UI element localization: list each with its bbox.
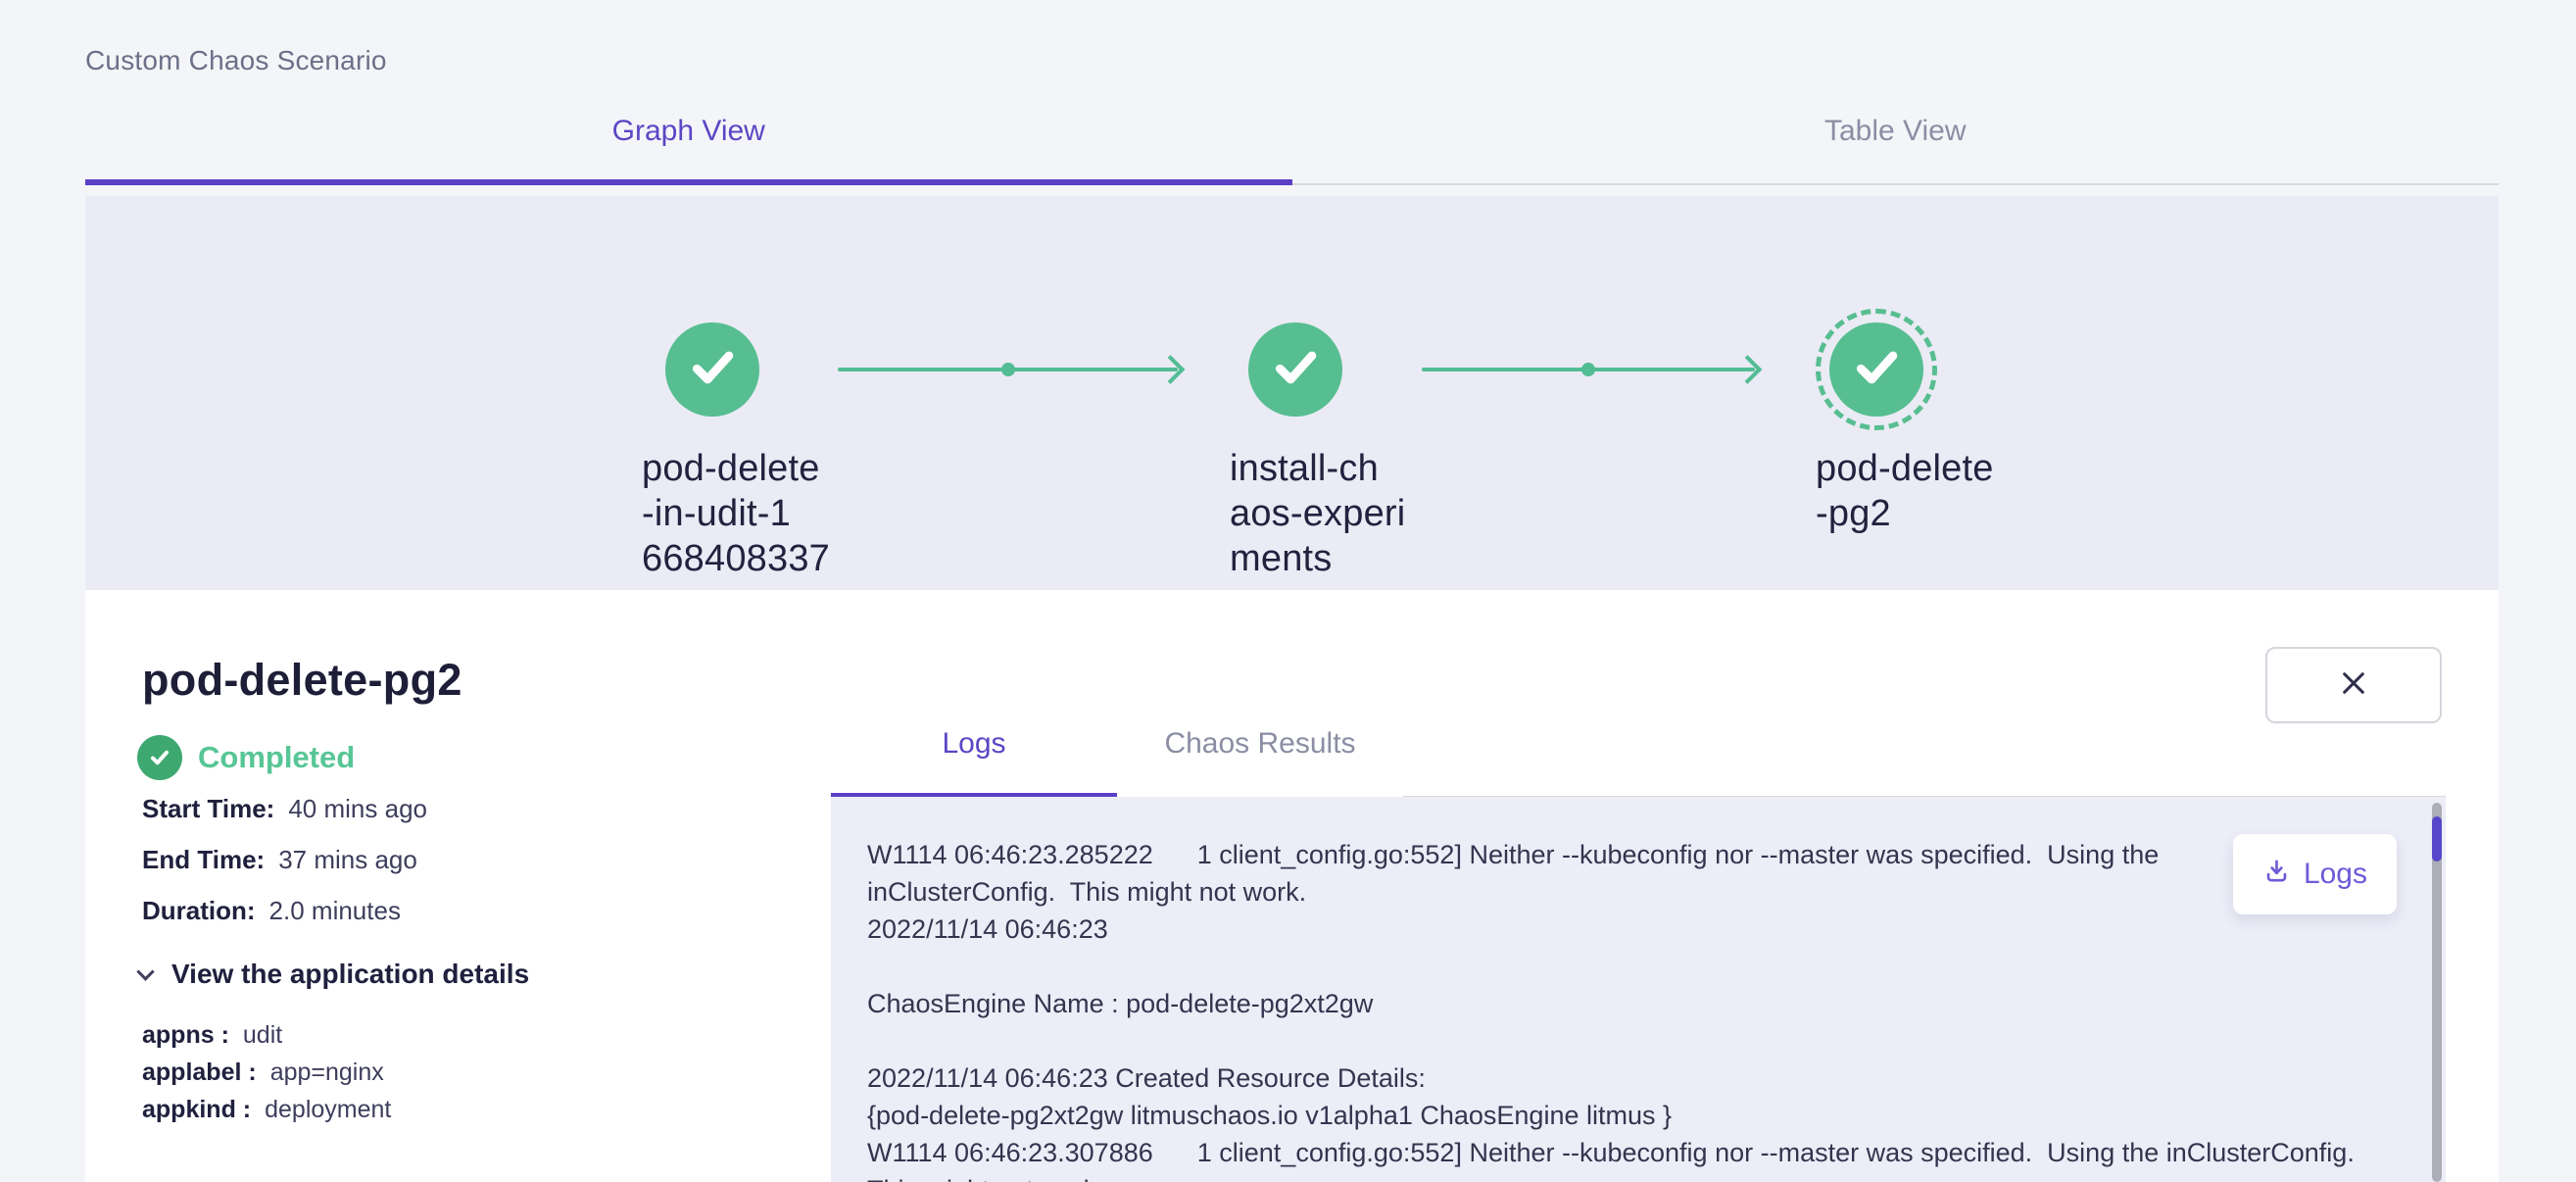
log-output-panel: Logs W1114 06:46:23.285222 1 client_conf… — [831, 797, 2446, 1182]
status-check-icon — [137, 735, 182, 780]
applabel-row: applabel : app=nginx — [142, 1059, 391, 1087]
application-details-toggle-label: View the application details — [171, 959, 530, 989]
chevron-down-icon — [136, 961, 155, 981]
workflow-node-install-chaos-experiments[interactable] — [1248, 322, 1342, 417]
applabel-value: app=nginx — [269, 1059, 384, 1086]
log-text: W1114 06:46:23.285222 1 client_config.go… — [867, 840, 2355, 1182]
workflow-node-pod-delete-pg2-selected[interactable] — [1816, 309, 1937, 430]
tab-graph-view[interactable]: Graph View — [85, 93, 1292, 185]
view-tab-bar: Graph View Table View — [85, 93, 2499, 185]
check-icon — [1267, 339, 1324, 401]
appkind-value: deployment — [265, 1096, 392, 1123]
close-panel-button[interactable] — [2265, 647, 2442, 723]
download-icon — [2262, 857, 2291, 893]
appns-key: appns : — [142, 1021, 229, 1049]
appkind-row: appkind : deployment — [142, 1096, 391, 1124]
node-detail-panel: pod-delete-pg2 Completed Start Time: 40 … — [85, 590, 2499, 1182]
end-time-label: End Time: — [142, 845, 266, 874]
status-badge: Completed — [198, 740, 356, 774]
tab-table-view[interactable]: Table View — [1291, 93, 2499, 185]
workflow-node-pod-delete-in-udit[interactable] — [665, 322, 759, 417]
log-scrollbar[interactable] — [2432, 803, 2442, 1182]
start-time-value: 40 mins ago — [288, 794, 427, 823]
tab-logs[interactable]: Logs — [831, 720, 1117, 798]
edge-arrow-1 — [838, 368, 1178, 371]
close-icon — [2338, 667, 2369, 704]
end-time-row: End Time: 37 mins ago — [142, 845, 427, 875]
log-tab-bar: Logs Chaos Results — [831, 720, 2446, 798]
check-icon — [1848, 339, 1905, 401]
workflow-node-label: install-ch aos-experi ments — [1230, 448, 1406, 579]
check-icon — [684, 339, 741, 401]
tab-chaos-results[interactable]: Chaos Results — [1164, 727, 1356, 760]
application-details-toggle[interactable]: View the application details — [136, 959, 530, 990]
edge-arrow-2 — [1422, 368, 1755, 371]
log-tab-bar-filler — [1403, 720, 2446, 798]
workflow-node-label: pod-delete -in-udit-1 668408337 — [642, 448, 831, 579]
workflow-node-label: pod-delete -pg2 — [1816, 448, 1994, 534]
node-detail-title: pod-delete-pg2 — [142, 655, 462, 705]
start-time-row: Start Time: 40 mins ago — [142, 794, 427, 824]
node-circle — [1829, 322, 1923, 417]
appns-row: appns : udit — [142, 1021, 391, 1050]
duration-row: Duration: 2.0 minutes — [142, 896, 427, 926]
download-logs-label: Logs — [2303, 858, 2367, 890]
status-row: Completed — [137, 735, 355, 780]
log-scrollbar-thumb[interactable] — [2432, 816, 2442, 862]
download-logs-button[interactable]: Logs — [2232, 834, 2397, 914]
applabel-key: applabel : — [142, 1059, 257, 1086]
duration-value: 2.0 minutes — [268, 896, 401, 925]
application-details: appns : udit applabel : app=nginx appkin… — [142, 1021, 391, 1133]
duration-label: Duration: — [142, 896, 256, 925]
start-time-label: Start Time: — [142, 794, 275, 823]
end-time-value: 37 mins ago — [278, 845, 417, 874]
time-fields: Start Time: 40 mins ago End Time: 37 min… — [142, 794, 427, 947]
workflow-graph: pod-delete -in-udit-1 668408337 install-… — [85, 196, 2499, 590]
appkind-key: appkind : — [142, 1096, 252, 1123]
page-title: Custom Chaos Scenario — [85, 45, 387, 75]
appns-value: udit — [242, 1021, 283, 1049]
